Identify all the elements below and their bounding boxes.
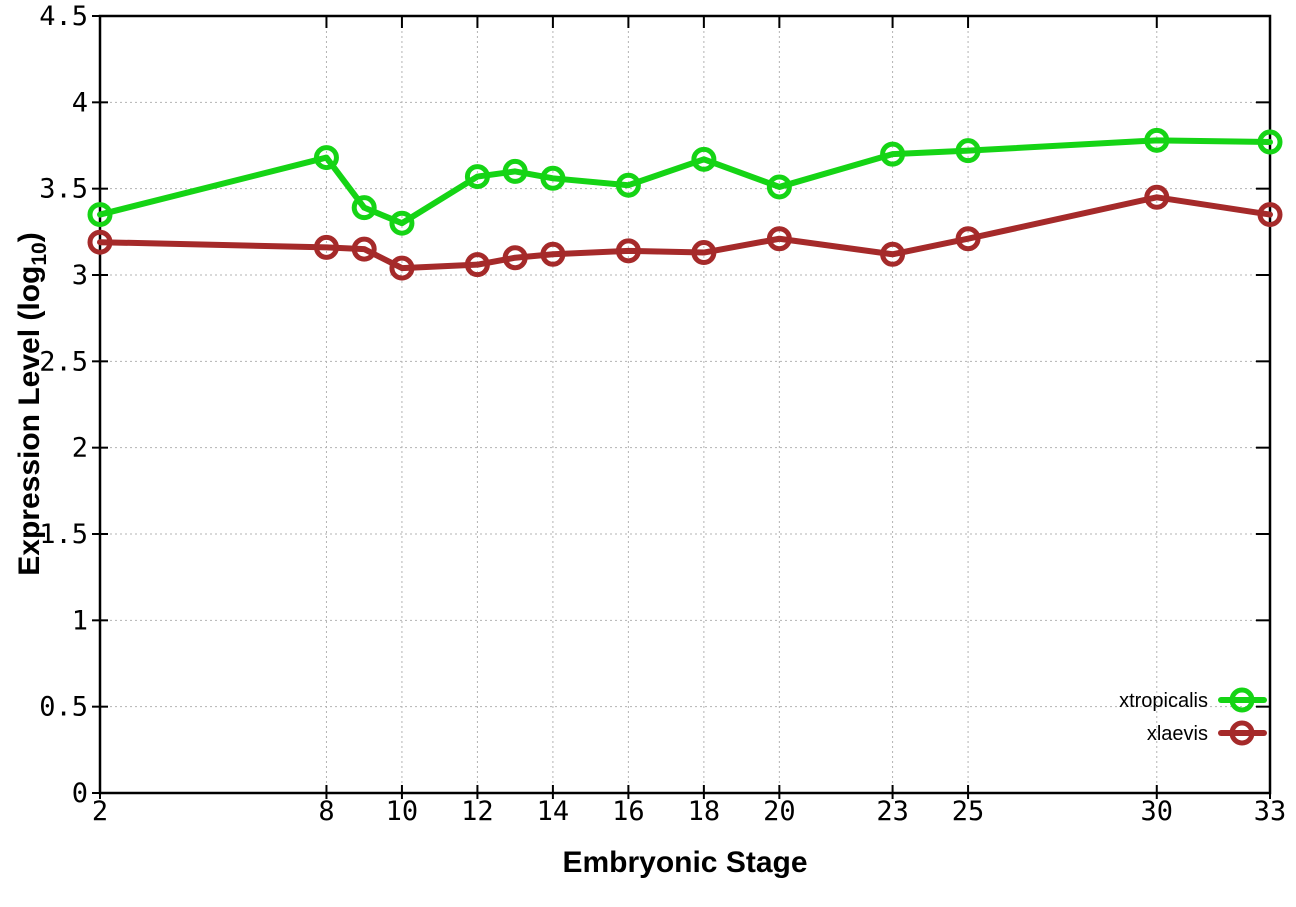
data-point-xlaevis xyxy=(1144,184,1170,210)
y-axis-title-subscript: 10 xyxy=(28,242,51,266)
data-point-xtropicalis xyxy=(766,174,792,200)
data-point-xtropicalis xyxy=(351,195,377,221)
legend-label-xtropicalis: xtropicalis xyxy=(1119,690,1208,712)
data-point-xlaevis xyxy=(502,245,528,271)
x-tick-label: 10 xyxy=(386,796,419,827)
data-point-xtropicalis xyxy=(87,202,113,228)
x-tick-label: 25 xyxy=(952,796,985,827)
y-tick-label: 0 xyxy=(72,778,88,809)
y-tick-label: 2 xyxy=(72,433,88,464)
legend-marker-xlaevis xyxy=(1229,720,1255,746)
x-tick-label: 30 xyxy=(1141,796,1174,827)
data-point-xtropicalis xyxy=(464,164,490,190)
series-line-xtropicalis xyxy=(97,137,1273,227)
y-axis-title: Expression Level (log10) xyxy=(8,0,52,809)
data-point-xlaevis xyxy=(691,240,717,266)
x-tick-label: 20 xyxy=(763,796,796,827)
y-axis-title-suffix: ) xyxy=(13,232,46,243)
y-tick-label: 3 xyxy=(72,260,88,291)
x-tick-label: 12 xyxy=(461,796,494,827)
series-line-xlaevis xyxy=(97,194,1273,272)
y-tick-label: 4.5 xyxy=(39,1,88,32)
y-tick-label: 4 xyxy=(72,87,88,118)
x-tick-label: 8 xyxy=(318,796,334,827)
y-tick-label: 1.5 xyxy=(39,519,88,550)
data-point-xtropicalis xyxy=(615,172,641,198)
legend-label-xlaevis: xlaevis xyxy=(1147,723,1208,745)
y-tick-label: 0.5 xyxy=(39,692,88,723)
data-point-xtropicalis xyxy=(502,158,528,184)
data-point-xlaevis xyxy=(313,234,339,260)
y-tick-label: 2.5 xyxy=(39,346,88,377)
data-point-xtropicalis xyxy=(389,210,415,236)
plot-border xyxy=(98,14,1272,795)
data-point-xlaevis xyxy=(464,252,490,278)
data-point-xlaevis xyxy=(1257,202,1283,228)
data-point-xtropicalis xyxy=(313,145,339,171)
x-tick-label: 2 xyxy=(92,796,108,827)
data-point-xtropicalis xyxy=(1144,127,1170,153)
data-point-xlaevis xyxy=(766,226,792,252)
data-point-xlaevis xyxy=(87,229,113,255)
y-axis-title-text: Expression Level (log xyxy=(13,265,46,576)
data-point-xtropicalis xyxy=(880,141,906,167)
data-point-xlaevis xyxy=(389,255,415,281)
y-tick-label: 3.5 xyxy=(39,174,88,205)
x-tick-label: 18 xyxy=(688,796,721,827)
x-tick-label: 14 xyxy=(537,796,570,827)
data-point-xlaevis xyxy=(351,236,377,262)
data-point-xlaevis xyxy=(880,241,906,267)
x-tick-label: 23 xyxy=(876,796,909,827)
x-tick-label: 33 xyxy=(1254,796,1287,827)
data-point-xtropicalis xyxy=(540,165,566,191)
x-tick-label: 16 xyxy=(612,796,645,827)
data-point-xtropicalis xyxy=(691,146,717,172)
data-point-xtropicalis xyxy=(955,138,981,164)
data-point-xtropicalis xyxy=(1257,129,1283,155)
data-point-xlaevis xyxy=(955,226,981,252)
x-axis-title: Embryonic Stage xyxy=(562,846,808,879)
data-point-xlaevis xyxy=(540,241,566,267)
legend-marker-xtropicalis xyxy=(1229,687,1255,713)
data-point-xlaevis xyxy=(615,238,641,264)
y-tick-label: 1 xyxy=(72,605,88,636)
